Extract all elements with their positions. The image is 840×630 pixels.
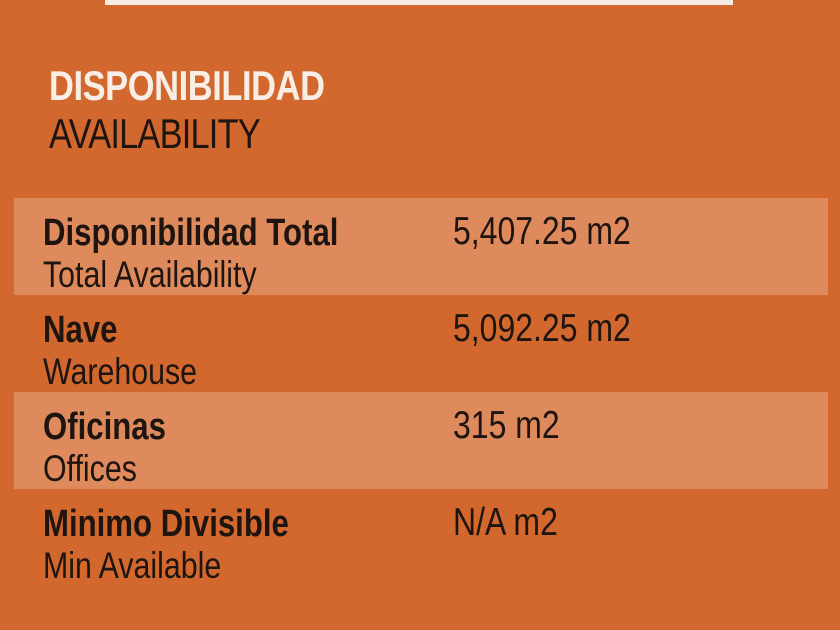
row-value: 5,407.25 m2 — [453, 210, 631, 253]
row-label: Disponibilidad Total — [43, 212, 339, 254]
row-label: Minimo Divisible — [43, 503, 289, 545]
top-divider-line — [105, 0, 733, 5]
table-row: Disponibilidad Total Total Availability … — [14, 198, 828, 295]
row-sublabel: Total Availability — [43, 254, 257, 295]
row-value: 315 m2 — [453, 404, 560, 447]
table-row: Minimo Divisible Min Available N/A m2 — [14, 489, 828, 586]
table-row: Nave Warehouse 5,092.25 m2 — [14, 295, 828, 392]
row-sublabel: Warehouse — [43, 351, 198, 392]
row-value: N/A m2 — [453, 501, 558, 544]
section-title: DISPONIBILIDAD — [49, 62, 325, 109]
row-label: Oficinas — [43, 406, 166, 448]
row-sublabel: Offices — [43, 448, 137, 489]
section-subtitle: AVAILABILITY — [49, 110, 261, 157]
row-sublabel: Min Available — [43, 545, 222, 586]
row-label: Nave — [43, 309, 118, 351]
table-row: Oficinas Offices 315 m2 — [14, 392, 828, 489]
row-value: 5,092.25 m2 — [453, 307, 631, 350]
